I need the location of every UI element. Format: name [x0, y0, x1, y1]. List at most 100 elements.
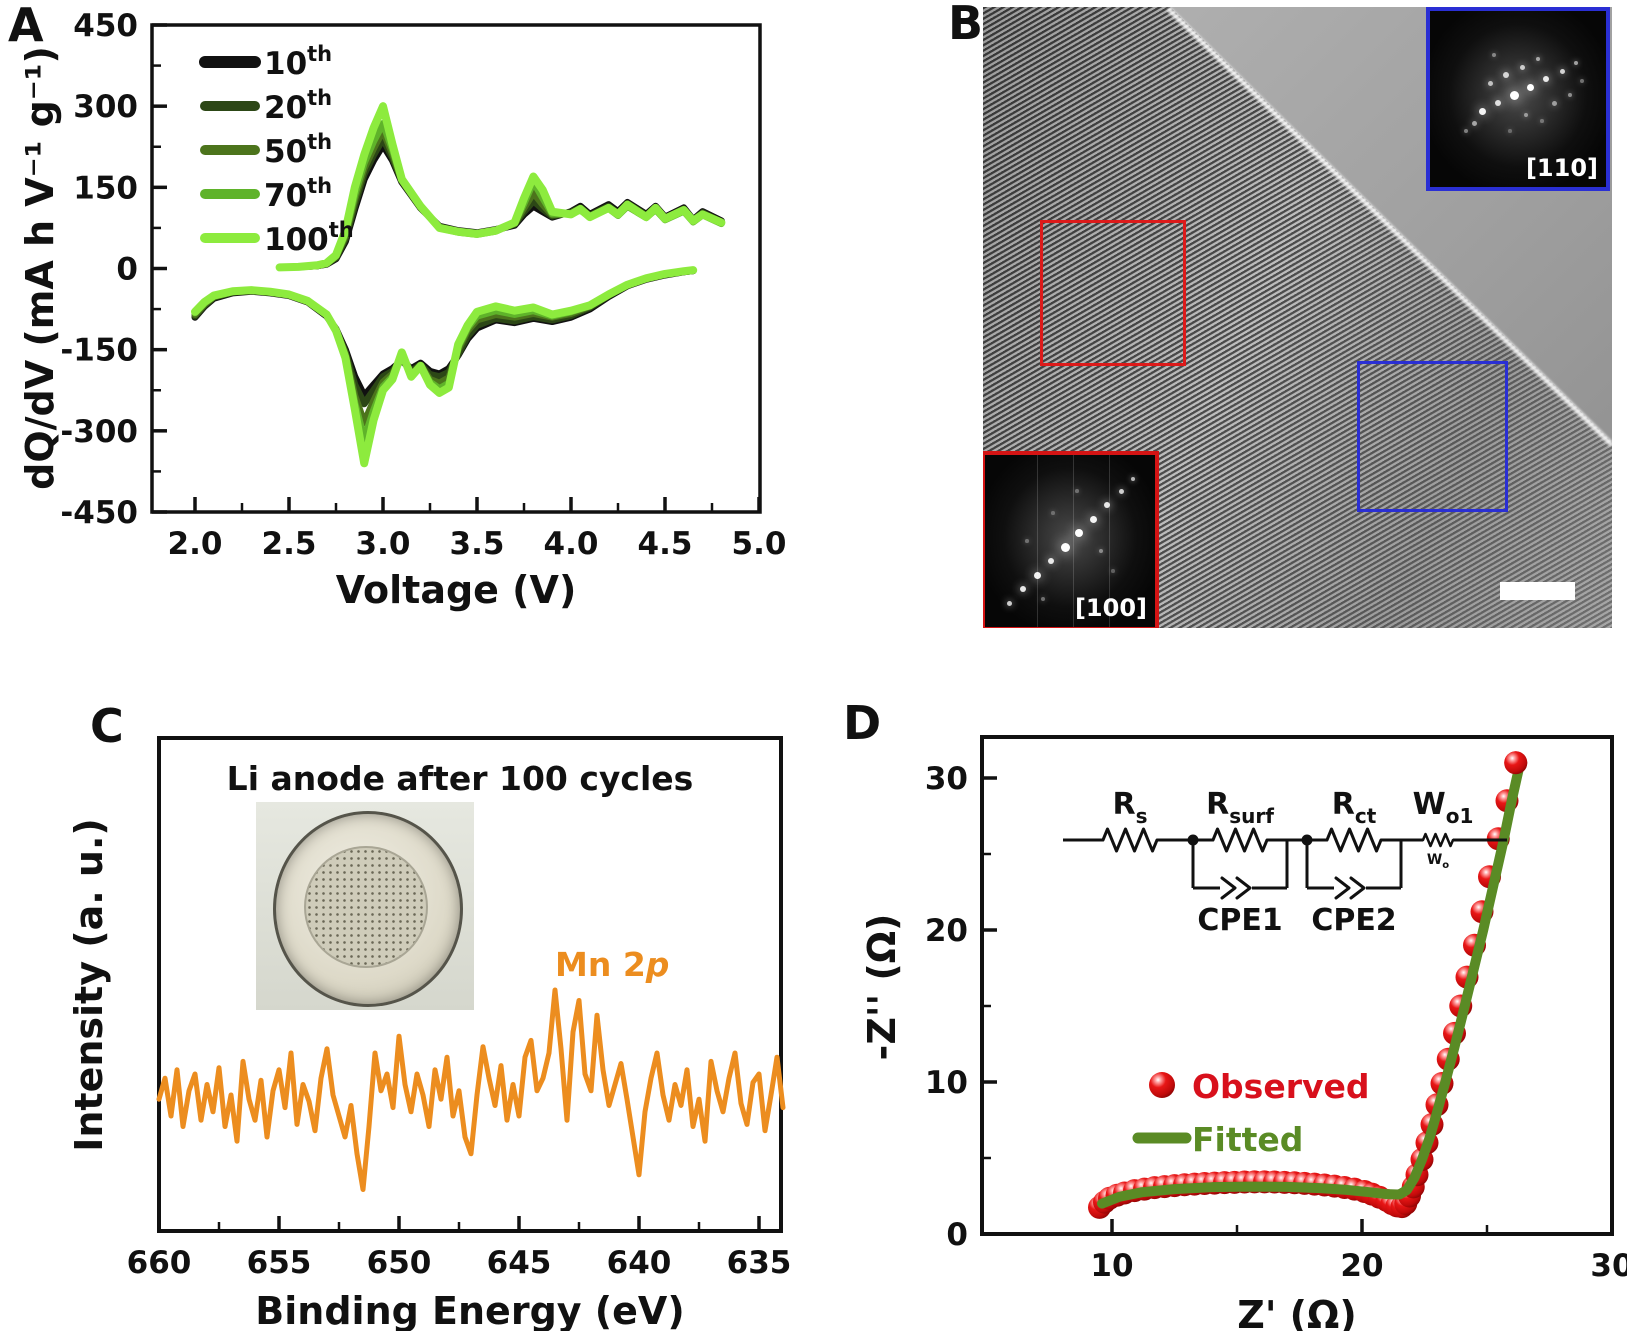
warburg-label: Wo1 [1413, 787, 1474, 828]
charge-curve-100th [275, 102, 726, 272]
fft-spot [1509, 90, 1519, 100]
fft-diffuse-halo [985, 455, 1155, 627]
svg-text:655: 655 [247, 1245, 312, 1281]
fft-streak [1073, 455, 1074, 627]
fft-spot [1559, 68, 1565, 74]
fft-spot [1471, 120, 1477, 126]
svg-text:4.5: 4.5 [638, 526, 693, 562]
tem-image: [110] [100] [983, 7, 1612, 628]
svg-text:30: 30 [925, 761, 968, 797]
resistor-label: Rsurf [1206, 787, 1274, 828]
resistor-label: Rs [1112, 787, 1147, 828]
svg-text:10: 10 [925, 1065, 968, 1101]
fft-spot [1503, 72, 1509, 78]
fft-spot [1025, 539, 1029, 543]
fft-diffuse-halo [1430, 11, 1606, 187]
svg-text:-150: -150 [60, 333, 138, 369]
mn2p-annotation: Mn 2p [555, 945, 669, 984]
scale-bar [1500, 582, 1575, 600]
fft-spot [1131, 477, 1135, 481]
svg-text:30: 30 [1590, 1248, 1627, 1284]
legend-label-100th: 100th [264, 218, 354, 258]
fitted-line [1097, 760, 1525, 1209]
mn2p-annotation-text: Mn 2 [555, 945, 646, 984]
fft-zone-axis-label: [110] [1525, 154, 1598, 182]
panel-c: C Intensity (a. u.) Binding Energy (eV) … [55, 695, 815, 1331]
fft-spot [1540, 119, 1544, 123]
fft-spot [1048, 558, 1054, 564]
svg-text:660: 660 [127, 1245, 192, 1281]
svg-text:635: 635 [727, 1245, 792, 1281]
svg-text:2.0: 2.0 [168, 526, 223, 562]
cpe-label: CPE2 [1311, 903, 1396, 938]
fft-spot [1075, 489, 1079, 493]
fft-spot [1033, 571, 1041, 579]
fft-spot [1526, 83, 1534, 91]
fft-spot [1492, 53, 1496, 57]
svg-text:645: 645 [487, 1245, 552, 1281]
panel-a-plot: 450 300 150 0 -150 -300 -450 2.0 2.5 3.0 3.5 4.0 4.5… [60, 8, 786, 562]
resistor-label: Rct [1332, 787, 1377, 828]
panel-d: D -Z'' (Ω) Z' (Ω) 0 10 20 30 10 20 30 Observed F… [830, 695, 1627, 1331]
discharge-curve-100th [191, 266, 698, 468]
fft-zone-axis-label: [100] [1074, 594, 1147, 622]
panel-c-label: C [90, 699, 124, 753]
svg-text:640: 640 [607, 1245, 672, 1281]
fft-spot [1006, 600, 1012, 606]
svg-text:450: 450 [73, 8, 138, 44]
panel-b-label: B [948, 0, 984, 50]
fft-spot [1104, 502, 1110, 508]
panel-a: A dQ/dV (mA h V⁻¹ g⁻¹) Voltage (V) 450 30… [0, 0, 830, 660]
legend-label-10th: 10th [264, 42, 332, 82]
panel-d-plot: 0 10 20 30 10 20 30 Observed Fitted [925, 735, 1627, 1284]
legend-fitted-label: Fitted [1192, 1120, 1303, 1159]
fft-spot [1580, 79, 1584, 83]
svg-text:0: 0 [946, 1217, 968, 1253]
svg-text:0: 0 [116, 252, 138, 288]
fft-spot [1051, 511, 1055, 515]
xps-spectrum-line [156, 987, 786, 1192]
fft-inset-100: [100] [983, 451, 1159, 628]
svg-text:650: 650 [367, 1245, 432, 1281]
legend-label-20th: 20th [264, 86, 332, 126]
fft-spot [1524, 113, 1528, 117]
resistor-rsurf [1211, 827, 1269, 853]
fft-spot [1020, 586, 1026, 592]
fft-spot [1111, 569, 1115, 573]
plot-frame [980, 735, 1614, 1236]
equivalent-circuit-diagram: CPE1 CPE2 Rs Rsurf Rct Wo1 Wo [1063, 787, 1507, 938]
fft-spot [1089, 515, 1097, 523]
legend-label-50th: 50th [264, 130, 332, 170]
fft-spot [1118, 488, 1124, 494]
resistor-rs [1101, 827, 1159, 853]
resistor-rct [1325, 827, 1383, 853]
cpe-chevron [1220, 876, 1237, 900]
plot-frame [157, 736, 783, 1233]
observed-point [1504, 751, 1528, 775]
panel-c-x-axis-title: Binding Energy (eV) [255, 1289, 685, 1331]
fft-spot [1568, 93, 1572, 97]
panel-d-label: D [843, 696, 882, 750]
fft-spot [1487, 80, 1493, 86]
cpe-chevron [1349, 876, 1366, 900]
panel-a-x-axis-title: Voltage (V) [335, 568, 577, 612]
panel-d-x-axis-title: Z' (Ω) [1237, 1293, 1357, 1331]
li-anode-coin [273, 811, 463, 1007]
svg-text:300: 300 [73, 89, 138, 125]
legend-observed-marker [1149, 1072, 1175, 1098]
fft-spot [1519, 64, 1525, 70]
fft-spot [1060, 542, 1070, 552]
li-anode-coin-center [304, 846, 428, 968]
legend-label-70th: 70th [264, 174, 332, 214]
warburg-small-mark: Wo [1427, 852, 1449, 871]
plot-frame [150, 23, 762, 514]
fft-streak [1037, 455, 1038, 627]
fft-spot [1495, 100, 1501, 106]
svg-text:10: 10 [1090, 1248, 1133, 1284]
svg-text:3.5: 3.5 [450, 526, 505, 562]
warburg-element [1421, 832, 1455, 848]
svg-text:2.5: 2.5 [262, 526, 317, 562]
fft-inset-110: [110] [1426, 7, 1610, 191]
fft-spot [1075, 529, 1083, 537]
fft-spot [1543, 76, 1549, 82]
